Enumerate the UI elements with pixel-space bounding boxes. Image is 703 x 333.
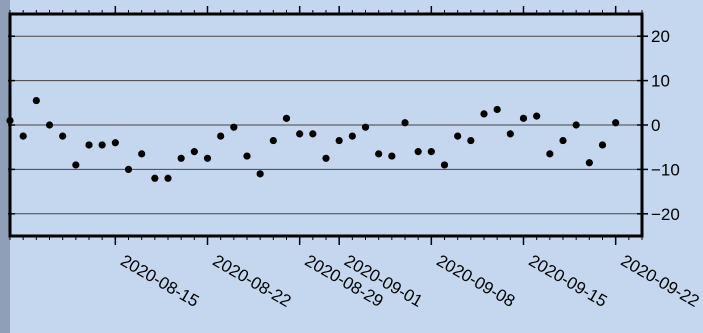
data-point [19,132,27,140]
data-point [138,150,146,158]
data-point [414,148,422,156]
data-point [269,136,277,145]
y-tick-label: 10 [651,72,670,91]
data-point [124,165,133,173]
data-point [164,174,172,182]
data-point [296,130,304,138]
data-point [335,136,343,145]
left-edge-shadow [0,0,10,333]
data-point [388,152,396,160]
data-point [427,148,435,156]
data-point [32,96,40,105]
data-point [598,141,607,149]
data-point [98,141,106,149]
y-tick-label: −10 [651,160,680,179]
data-points [6,96,620,182]
y-tick-label: 20 [651,27,670,46]
data-point [177,154,185,162]
data-point [151,174,159,182]
y-axis-tick-labels: 20 10 0 −10 −20 [651,27,680,224]
grid [8,35,648,215]
data-point [506,130,514,138]
data-point [85,141,93,149]
data-point [361,123,370,131]
data-point [533,112,541,120]
data-point [203,154,212,162]
data-point [375,150,383,158]
data-point [217,132,225,140]
data-point [546,150,554,158]
data-point [309,130,317,138]
data-point [401,119,409,127]
data-point [572,121,580,129]
data-point [585,159,593,167]
data-point [45,121,54,129]
data-point [440,161,449,169]
data-point [243,152,251,160]
data-point [230,123,238,131]
data-point [322,154,330,162]
data-point [111,139,119,147]
data-point [190,148,198,156]
data-point [72,161,80,169]
data-point [467,136,475,145]
data-point [519,114,528,122]
data-point [480,110,488,118]
data-point [493,105,501,114]
y-tick-label: 0 [651,116,660,135]
data-point [256,170,264,178]
data-point [612,119,620,127]
y-tick-label: −20 [651,205,680,224]
data-point [348,132,356,140]
data-point [559,136,567,145]
data-point [454,132,462,140]
plot-frame [8,12,644,238]
data-point [59,132,67,140]
data-point [282,114,291,122]
